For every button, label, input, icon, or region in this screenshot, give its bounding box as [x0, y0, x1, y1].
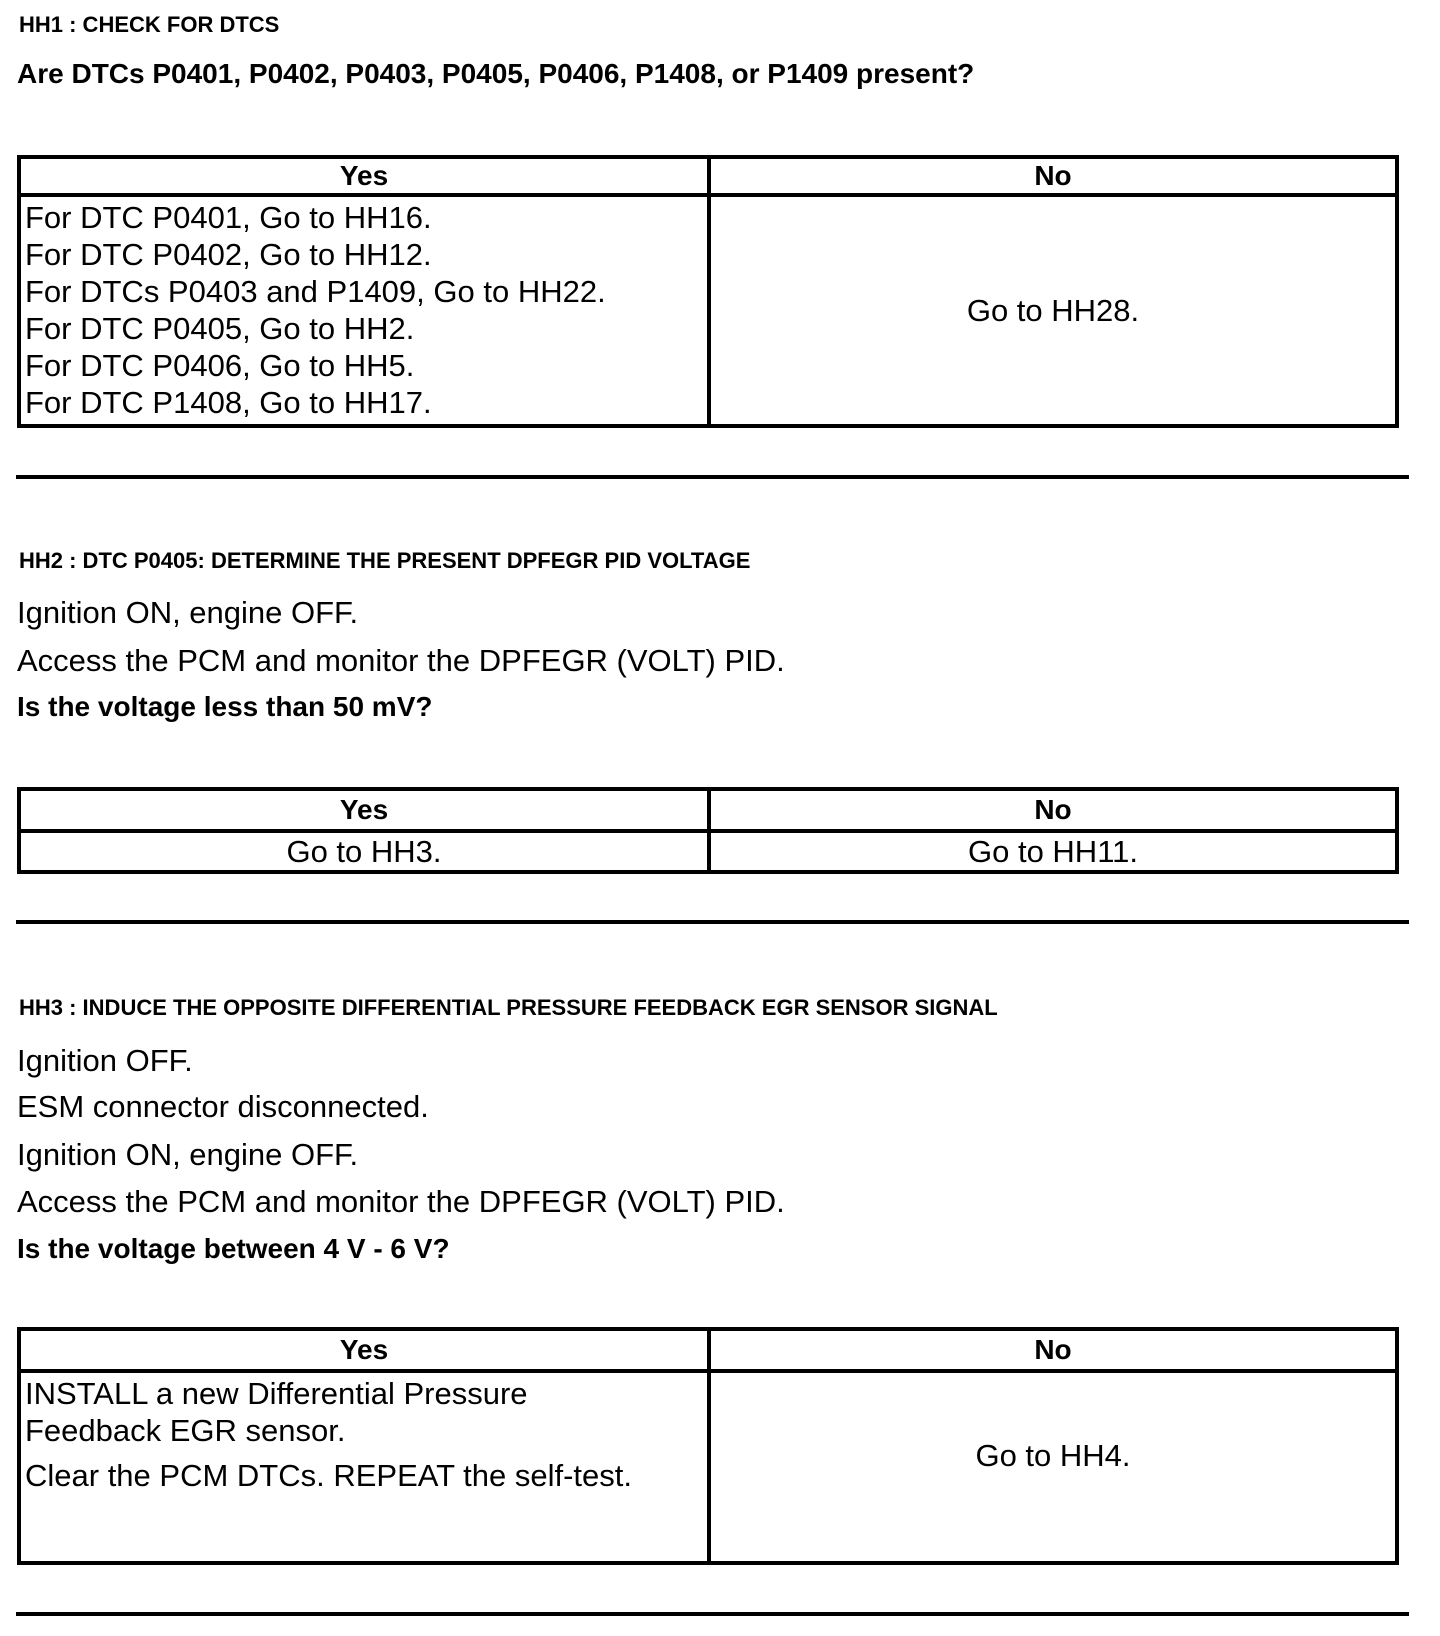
step-question: Is the voltage less than 50 mV? [17, 691, 433, 722]
step-question: Is the voltage between 4 V - 6 V? [17, 1233, 450, 1264]
yes-no-table: Yes No For DTC P0401, Go to HH16. For DT… [17, 155, 1399, 428]
step-title: HH1 : CHECK FOR DTCS [19, 12, 280, 37]
yes-header: Yes [17, 155, 711, 197]
yes-line: For DTC P1408, Go to HH17. [25, 385, 432, 420]
yes-line: INSTALL a new Differential Pressure [25, 1376, 528, 1411]
yes-line: Feedback EGR sensor. [25, 1413, 346, 1448]
yes-line: For DTC P0406, Go to HH5. [25, 348, 415, 383]
yes-no-table: Yes No INSTALL a new Differential Pressu… [17, 1327, 1399, 1565]
no-cell: Go to HH28. [707, 193, 1399, 428]
yes-cell: For DTC P0401, Go to HH16. For DTC P0402… [17, 193, 711, 428]
yes-line: For DTC P0401, Go to HH16. [25, 200, 432, 235]
instruction-line: Ignition ON, engine OFF. [17, 1137, 359, 1172]
yes-cell: Go to HH3. [17, 829, 711, 874]
step-question: Are DTCs P0401, P0402, P0403, P0405, P04… [17, 58, 975, 89]
no-line: Go to HH28. [966, 293, 1140, 328]
no-line: Go to HH4. [975, 1438, 1131, 1473]
no-line: Go to HH11. [967, 834, 1138, 869]
step-title: HH3 : INDUCE THE OPPOSITE DIFFERENTIAL P… [19, 995, 998, 1020]
section-divider [16, 1612, 1409, 1616]
yes-line: For DTC P0402, Go to HH12. [25, 237, 432, 272]
no-cell: Go to HH4. [707, 1369, 1399, 1565]
no-header: No [707, 1327, 1399, 1373]
yes-header: Yes [17, 1327, 711, 1373]
no-header: No [707, 787, 1399, 833]
section-divider [16, 475, 1409, 479]
instruction-line: ESM connector disconnected. [17, 1089, 429, 1124]
yes-cell: INSTALL a new Differential Pressure Feed… [17, 1369, 711, 1565]
yes-no-table: Yes No Go to HH3. Go to HH11. [17, 787, 1399, 874]
yes-line: For DTCs P0403 and P1409, Go to HH22. [25, 274, 606, 309]
section-divider [16, 920, 1409, 924]
instruction-line: Access the PCM and monitor the DPFEGR (V… [17, 643, 785, 678]
yes-line: Clear the PCM DTCs. REPEAT the self-test… [25, 1458, 632, 1493]
yes-line: For DTC P0405, Go to HH2. [25, 311, 415, 346]
step-title: HH2 : DTC P0405: DETERMINE THE PRESENT D… [19, 548, 751, 573]
no-header: No [707, 155, 1399, 197]
instruction-line: Ignition ON, engine OFF. [17, 595, 359, 630]
no-cell: Go to HH11. [707, 829, 1399, 874]
instruction-line: Ignition OFF. [17, 1043, 193, 1078]
instruction-line: Access the PCM and monitor the DPFEGR (V… [17, 1184, 785, 1219]
yes-line: Go to HH3. [286, 834, 442, 869]
yes-header: Yes [17, 787, 711, 833]
